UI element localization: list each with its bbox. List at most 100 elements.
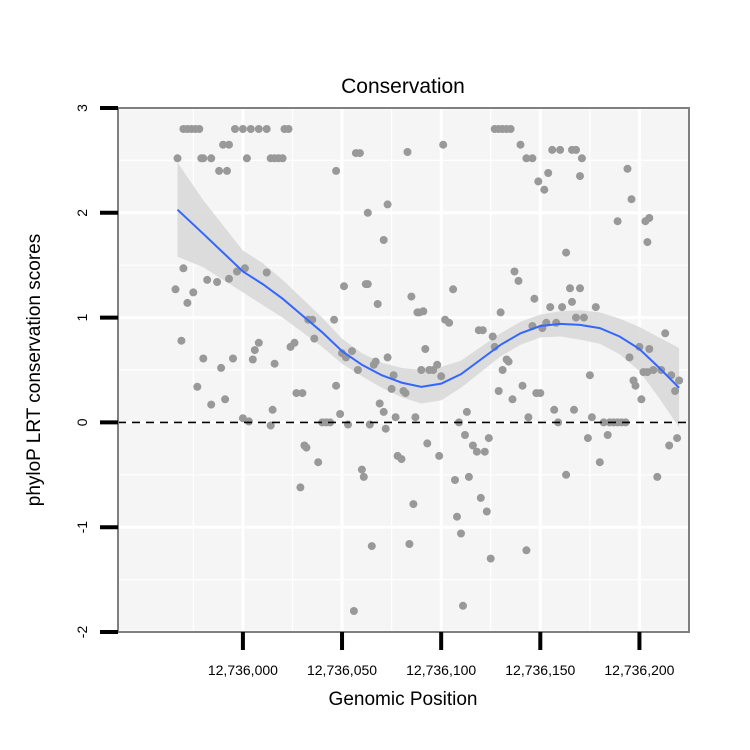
data-point-163 bbox=[494, 387, 503, 395]
data-point-56 bbox=[643, 238, 652, 247]
data-point-10 bbox=[238, 125, 247, 133]
data-point-103 bbox=[348, 347, 356, 356]
data-point-55 bbox=[645, 214, 654, 222]
data-point-83 bbox=[290, 338, 299, 347]
data-point-43 bbox=[544, 169, 553, 177]
data-point-171 bbox=[518, 381, 527, 390]
data-point-113 bbox=[371, 357, 380, 366]
data-point-126 bbox=[405, 540, 414, 548]
data-point-69 bbox=[225, 274, 233, 283]
data-point-152 bbox=[468, 441, 477, 450]
data-point-23 bbox=[215, 166, 224, 175]
data-point-160 bbox=[486, 554, 495, 563]
data-point-38 bbox=[516, 140, 525, 149]
data-point-140 bbox=[437, 372, 446, 381]
data-point-66 bbox=[213, 278, 222, 286]
data-point-150 bbox=[462, 407, 471, 416]
data-point-121 bbox=[391, 413, 400, 422]
data-point-39 bbox=[522, 154, 531, 163]
data-point-185 bbox=[562, 470, 571, 479]
data-point-65 bbox=[207, 400, 216, 409]
data-point-193 bbox=[585, 371, 594, 380]
data-point-172 bbox=[522, 546, 531, 555]
data-point-29 bbox=[383, 200, 392, 209]
x-axis-label: Genomic Position bbox=[329, 689, 478, 710]
data-point-220 bbox=[675, 376, 684, 385]
data-point-40 bbox=[528, 154, 537, 163]
data-point-208 bbox=[637, 395, 646, 404]
data-point-196 bbox=[595, 458, 604, 467]
data-point-216 bbox=[665, 441, 674, 450]
data-point-81 bbox=[270, 359, 279, 368]
data-point-48 bbox=[577, 154, 586, 163]
data-point-22 bbox=[199, 154, 208, 163]
x-tick-label-2: 12,736,100 bbox=[406, 662, 476, 678]
data-point-107 bbox=[359, 472, 368, 481]
data-point-44 bbox=[548, 145, 557, 154]
data-point-62 bbox=[193, 382, 202, 391]
data-point-12 bbox=[246, 125, 255, 133]
data-point-177 bbox=[536, 389, 545, 398]
data-point-164 bbox=[496, 308, 505, 317]
data-point-148 bbox=[459, 601, 467, 610]
y-tick-label-2: 0 bbox=[74, 418, 90, 426]
plot-panel-border bbox=[117, 107, 690, 633]
data-point-68 bbox=[221, 395, 230, 404]
data-point-105 bbox=[353, 366, 362, 374]
data-point-61 bbox=[189, 288, 198, 297]
data-point-125 bbox=[401, 389, 410, 398]
data-point-88 bbox=[302, 443, 311, 452]
data-point-53 bbox=[613, 217, 622, 226]
y-tick-label-0: -2 bbox=[74, 626, 90, 639]
data-point-100 bbox=[340, 282, 348, 291]
data-point-133 bbox=[419, 307, 428, 316]
data-point-59 bbox=[179, 264, 188, 273]
data-point-194 bbox=[587, 413, 596, 422]
data-point-26 bbox=[355, 149, 364, 158]
data-point-170 bbox=[514, 276, 523, 285]
data-point-4 bbox=[195, 125, 204, 133]
data-point-118 bbox=[383, 353, 392, 362]
data-point-157 bbox=[480, 447, 489, 456]
data-point-120 bbox=[389, 371, 398, 380]
data-point-52 bbox=[627, 195, 636, 204]
data-point-27 bbox=[332, 166, 341, 175]
data-point-127 bbox=[407, 292, 416, 301]
data-point-189 bbox=[572, 313, 580, 322]
data-point-204 bbox=[625, 353, 634, 362]
data-point-145 bbox=[453, 512, 461, 521]
data-point-213 bbox=[653, 472, 662, 481]
data-point-64 bbox=[203, 275, 212, 284]
data-point-60 bbox=[183, 298, 192, 307]
data-point-51 bbox=[623, 164, 632, 173]
data-point-149 bbox=[461, 431, 469, 439]
data-point-139 bbox=[435, 451, 444, 460]
data-point-115 bbox=[375, 399, 384, 408]
data-point-28 bbox=[363, 208, 372, 217]
data-point-42 bbox=[540, 185, 549, 194]
data-point-86 bbox=[298, 389, 307, 398]
x-tick-label-1: 12,736,050 bbox=[307, 662, 377, 678]
x-axis: 12,736,000 12,736,050 12,736,100 12,736,150… bbox=[208, 632, 675, 678]
data-point-79 bbox=[266, 421, 275, 430]
data-point-58 bbox=[177, 336, 186, 345]
data-point-186 bbox=[566, 284, 574, 293]
data-point-72 bbox=[238, 414, 247, 423]
data-point-151 bbox=[464, 472, 473, 481]
data-point-167 bbox=[504, 357, 513, 366]
data-point-212 bbox=[649, 366, 658, 374]
data-point-63 bbox=[199, 354, 208, 363]
data-point-129 bbox=[411, 413, 420, 422]
data-point-132 bbox=[417, 366, 426, 374]
data-point-168 bbox=[508, 395, 517, 404]
data-point-161 bbox=[488, 332, 497, 341]
data-point-78 bbox=[262, 268, 271, 277]
data-point-144 bbox=[451, 476, 459, 484]
data-point-57 bbox=[171, 285, 180, 294]
data-point-92 bbox=[314, 458, 323, 467]
data-point-143 bbox=[449, 285, 458, 294]
data-point-96 bbox=[330, 315, 339, 324]
data-point-50 bbox=[562, 248, 571, 257]
data-point-114 bbox=[373, 300, 382, 308]
